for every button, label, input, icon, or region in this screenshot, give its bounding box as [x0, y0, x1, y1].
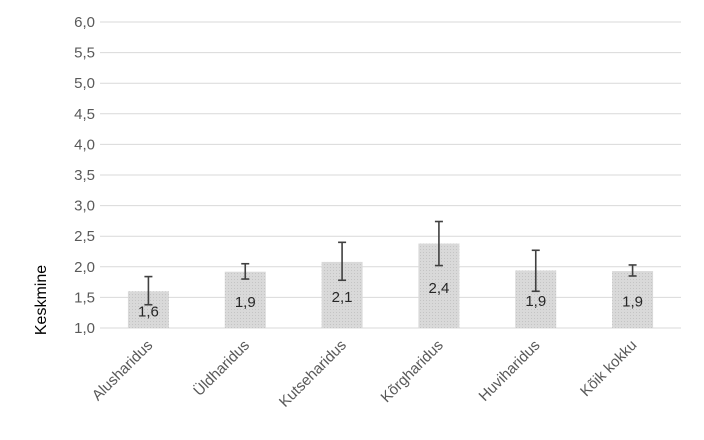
- bars: [127, 243, 654, 328]
- x-axis-categories: Alusharidus Üldharidus Kutseharidus Kõrghar…: [89, 336, 641, 411]
- y-tick-label: 2,0: [74, 259, 95, 276]
- data-label: 1,9: [235, 294, 256, 311]
- error-bars: [144, 220, 637, 306]
- y-tick-label: 4,5: [74, 106, 95, 123]
- y-tick-label: 3,5: [74, 167, 95, 184]
- data-label: 1,6: [138, 304, 159, 321]
- error-bar: [338, 241, 347, 282]
- error-bar: [628, 264, 637, 277]
- y-tick-label: 2,5: [74, 228, 95, 245]
- data-label: 2,4: [428, 280, 449, 297]
- y-tick-label: 5,5: [74, 45, 95, 62]
- x-category-label: Huviharidus: [476, 337, 544, 405]
- x-category-label: Kõrgharidus: [378, 337, 447, 406]
- data-label: 1,9: [622, 294, 643, 311]
- y-axis-title: Keskmine: [33, 265, 50, 335]
- x-category-label: Kõik kokku: [577, 337, 640, 400]
- y-axis-ticks: 1,0 1,5 2,0 2,5 3,0 3,5 4,0 4,5 5,0 5,5 6,0: [74, 14, 95, 337]
- gridlines: [100, 21, 681, 329]
- x-category-label: Alusharidus: [89, 337, 156, 404]
- data-label: 1,9: [525, 293, 546, 310]
- bar: [224, 271, 266, 328]
- error-bar: [144, 275, 153, 306]
- error-bar: [241, 262, 250, 280]
- y-tick-label: 3,0: [74, 198, 95, 215]
- y-tick-label: 6,0: [74, 14, 95, 31]
- y-tick-label: 1,0: [74, 320, 95, 337]
- y-tick-label: 5,0: [74, 75, 95, 92]
- bar: [612, 271, 654, 328]
- data-labels: 1,6 1,9 2,1 2,4 1,9 1,9: [138, 280, 643, 321]
- data-label: 2,1: [332, 289, 353, 306]
- y-tick-label: 1,5: [74, 289, 95, 306]
- x-category-label: Üldharidus: [190, 336, 253, 399]
- x-category-label: Kutseharidus: [276, 337, 350, 411]
- error-bar: [531, 249, 540, 293]
- error-bar: [434, 220, 443, 267]
- y-tick-label: 4,0: [74, 136, 95, 153]
